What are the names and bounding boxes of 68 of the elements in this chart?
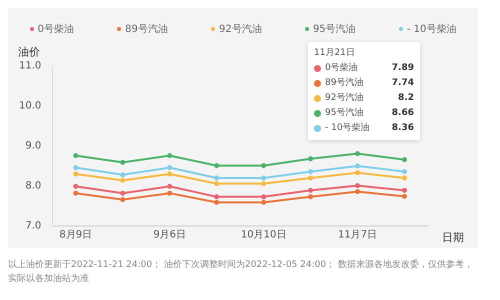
point <box>402 188 408 193</box>
point <box>73 184 78 189</box>
annotation: 7.74 <box>392 77 414 90</box>
point <box>214 194 220 200</box>
text: 以上油价更新于2022-11-21 24:00； 油价下次调整时间为2022-12-05 24:00； 数据来源各地发改委，仅供参考，实际以各加油站为准 <box>8 258 474 286</box>
annotation: 8.66 <box>392 107 414 120</box>
legend-label: 95号汽油 <box>325 106 364 120</box>
point <box>73 172 78 176</box>
text: 89号汽油 <box>125 24 168 35</box>
point <box>355 164 360 168</box>
point <box>120 197 126 202</box>
point <box>214 163 220 168</box>
point <box>308 156 314 162</box>
point <box>355 189 360 194</box>
point <box>120 160 126 165</box>
point <box>167 165 172 170</box>
text: - 10号柴油 <box>406 24 456 35</box>
point <box>402 176 408 180</box>
point <box>355 151 360 156</box>
legend-label: 0号柴油 <box>325 62 359 75</box>
y-axis-title: 油价 <box>18 45 40 58</box>
point <box>261 181 266 186</box>
annotation: 8.36 <box>392 122 414 135</box>
point <box>261 200 266 205</box>
point <box>120 190 126 196</box>
annotation: 8.2 <box>398 92 414 105</box>
y-tick-label: 8.0 <box>25 180 42 192</box>
point <box>355 183 360 188</box>
point <box>167 172 172 176</box>
point <box>73 153 78 158</box>
y-tick-label: 10.0 <box>19 100 42 112</box>
point <box>308 194 314 200</box>
point <box>73 165 78 170</box>
text: 92号汽油 <box>219 24 262 35</box>
point <box>167 153 172 158</box>
text: 95号汽油 <box>312 24 356 35</box>
point <box>402 194 408 199</box>
point <box>308 169 314 174</box>
x-tick-label: 8月9日 <box>59 230 92 241</box>
point <box>402 157 408 162</box>
annotation: 7.89 <box>392 62 414 75</box>
point <box>73 190 78 196</box>
point <box>261 176 266 180</box>
point <box>402 169 408 174</box>
text: 0号柴油 <box>38 24 74 35</box>
text: 11月21日 <box>314 48 355 58</box>
legend-label: - 10号柴油 <box>325 122 371 135</box>
y-tick-label: 9.0 <box>25 140 42 152</box>
y-tick-label: 7.0 <box>25 220 42 232</box>
legend-label: 89号汽油 <box>325 76 364 90</box>
x-tick-label: 9月6日 <box>153 230 186 241</box>
point <box>167 190 172 196</box>
point <box>120 178 126 183</box>
point <box>261 163 266 168</box>
point <box>355 170 360 176</box>
point <box>261 194 266 200</box>
point <box>308 188 314 193</box>
x-tick-label: 11月7日 <box>338 230 378 241</box>
point <box>214 200 220 205</box>
y-tick-label: 11.0 <box>19 60 42 72</box>
x-tick-label: 10月10日 <box>240 230 286 241</box>
point <box>214 181 220 186</box>
point <box>308 176 314 180</box>
point <box>167 184 172 189</box>
x-axis-title: 日期 <box>442 230 464 244</box>
legend-label: 92号汽油 <box>325 92 364 105</box>
point <box>214 176 220 180</box>
point <box>120 172 126 178</box>
